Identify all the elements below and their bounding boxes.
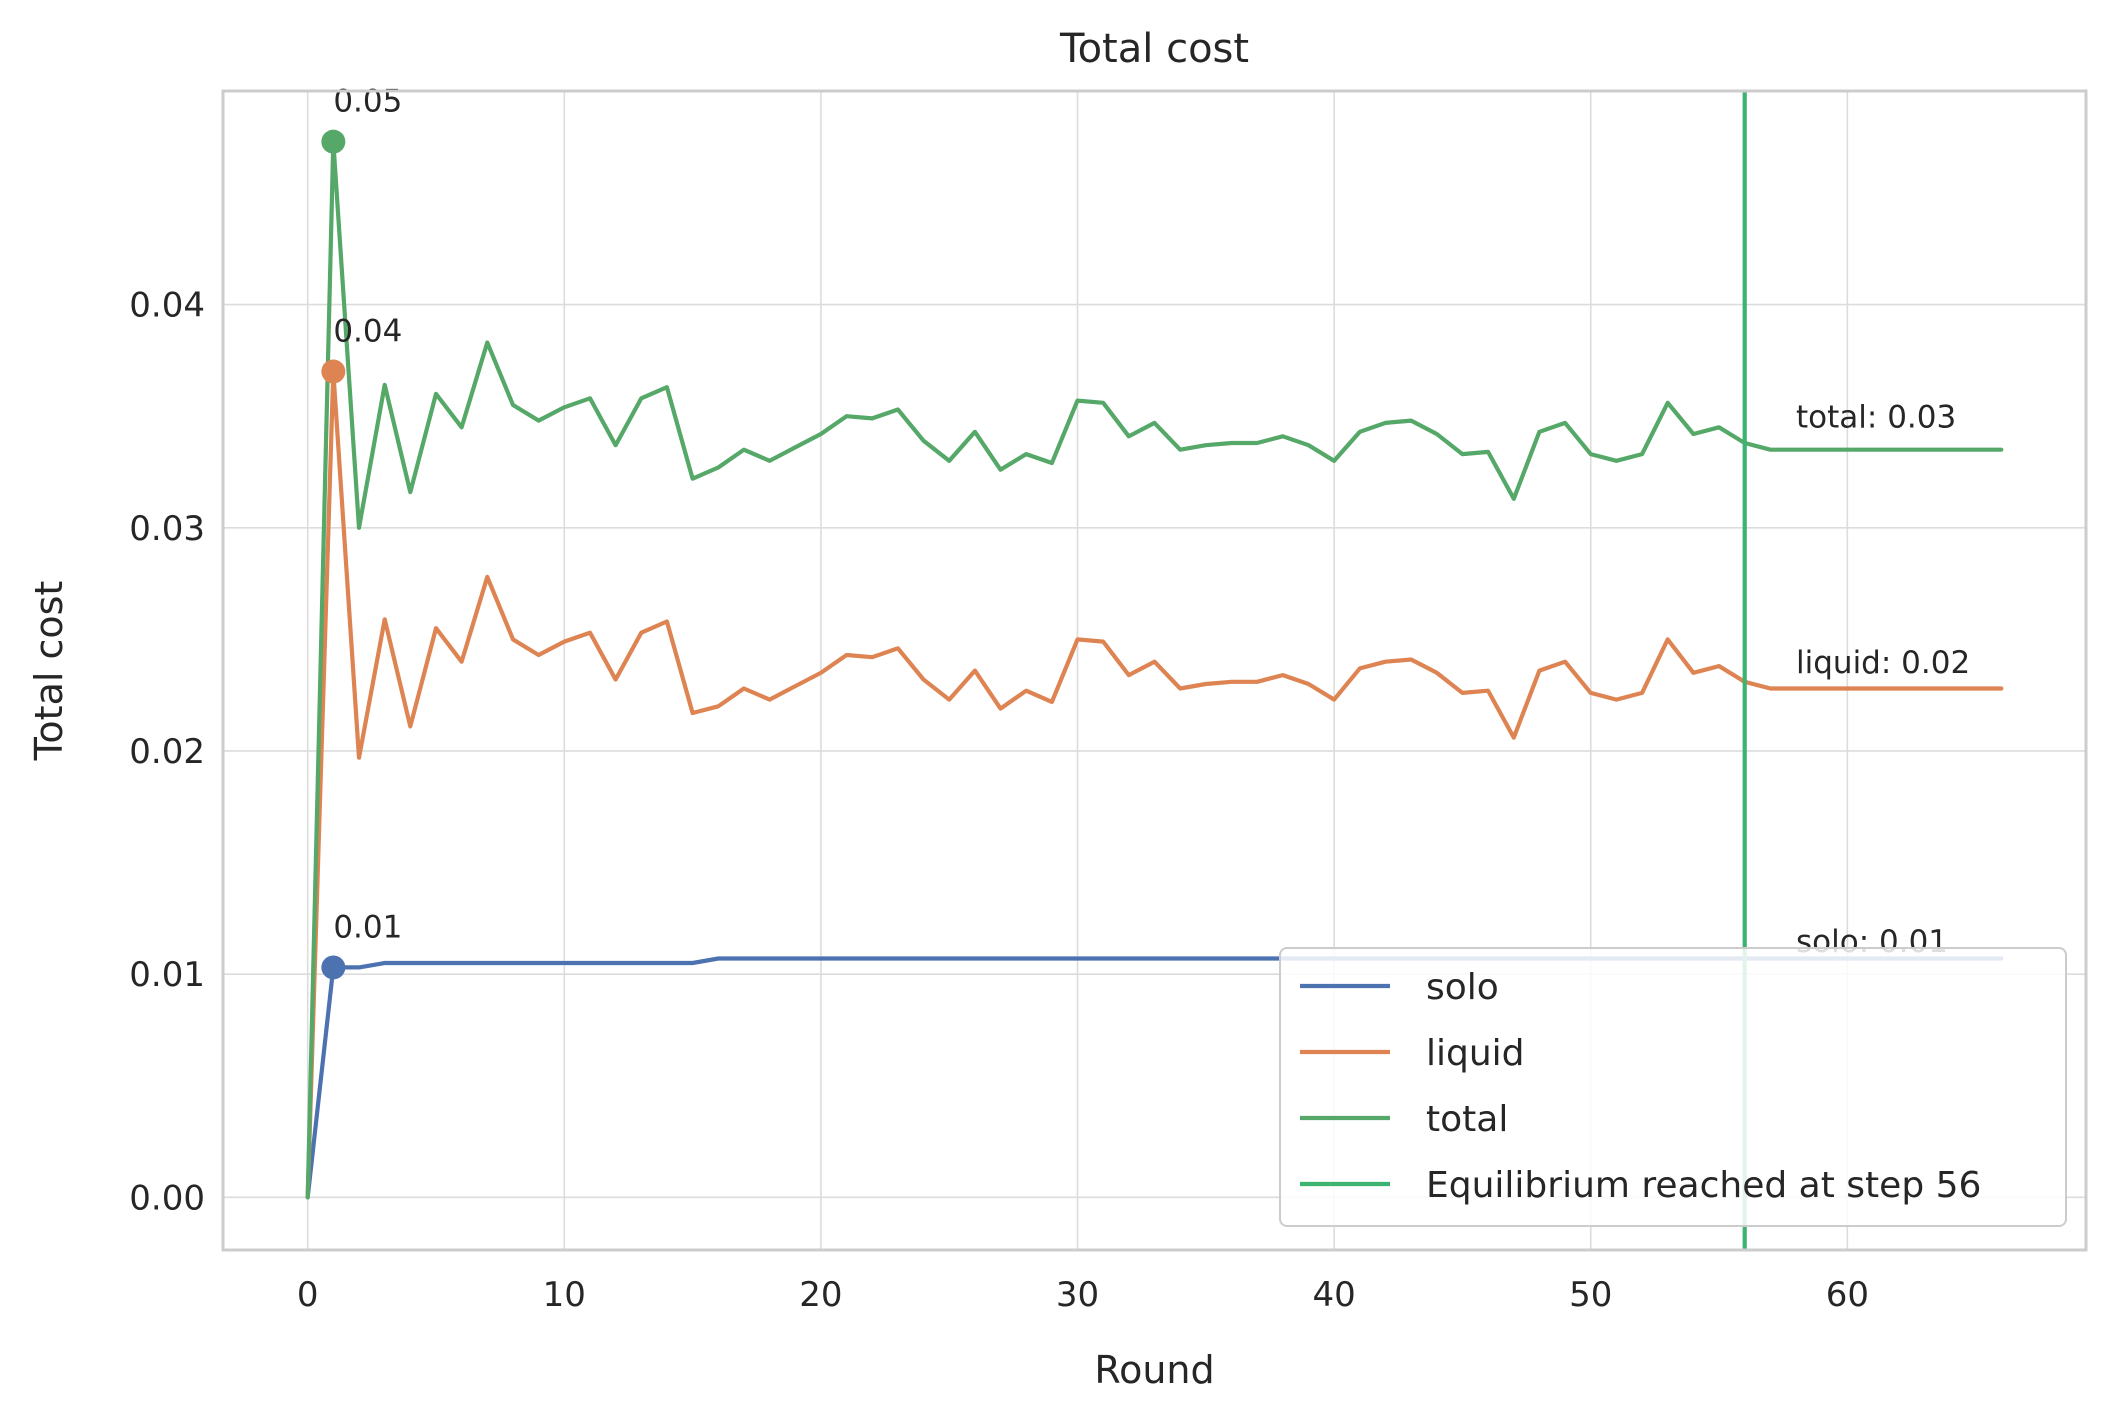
y-tick-label: 0.00 (129, 1178, 205, 1218)
x-tick-label: 10 (543, 1275, 586, 1315)
peak-marker-liquid (321, 359, 346, 384)
legend-label: Equilibrium reached at step 56 (1426, 1165, 1981, 1206)
x-tick-label: 40 (1312, 1275, 1355, 1315)
legend-box (1279, 947, 2067, 1227)
legend-label: solo (1426, 967, 1499, 1008)
peak-marker-solo (321, 955, 346, 980)
x-tick-label: 30 (1056, 1275, 1099, 1315)
legend-label: liquid (1426, 1033, 1525, 1074)
x-tick-label: 0 (297, 1275, 319, 1315)
peak-label-total: 0.05 (333, 84, 402, 120)
legend: solo liquid total Equilibrium reached at st… (1279, 947, 2067, 1227)
x-axis-ticks: 0 10 20 30 40 50 60 (297, 1275, 1869, 1315)
legend-label: total (1426, 1099, 1508, 1140)
peak-label-solo: 0.01 (333, 909, 402, 945)
y-tick-label: 0.02 (129, 732, 205, 772)
peak-label-liquid: 0.04 (333, 314, 402, 350)
x-tick-label: 50 (1569, 1275, 1612, 1315)
series-line-total (305, 139, 2004, 1200)
end-value-annotation: total: 0.03 (1796, 399, 1956, 435)
y-tick-label: 0.04 (129, 286, 205, 326)
x-axis-label: Round (1094, 1348, 1214, 1392)
y-tick-label: 0.03 (129, 509, 205, 549)
x-tick-label: 60 (1826, 1275, 1869, 1315)
series-line-liquid (305, 369, 2004, 1200)
x-tick-label: 20 (799, 1275, 842, 1315)
peak-marker-total (321, 129, 346, 154)
end-value-annotation: liquid: 0.02 (1796, 645, 1970, 681)
y-tick-label: 0.01 (129, 955, 205, 995)
y-axis-label: Total cost (27, 581, 71, 762)
plot-frame (221, 89, 2088, 1252)
y-axis-ticks: 0.00 0.01 0.02 0.03 0.04 (129, 286, 205, 1219)
chart-title: Total cost (1059, 26, 1249, 72)
